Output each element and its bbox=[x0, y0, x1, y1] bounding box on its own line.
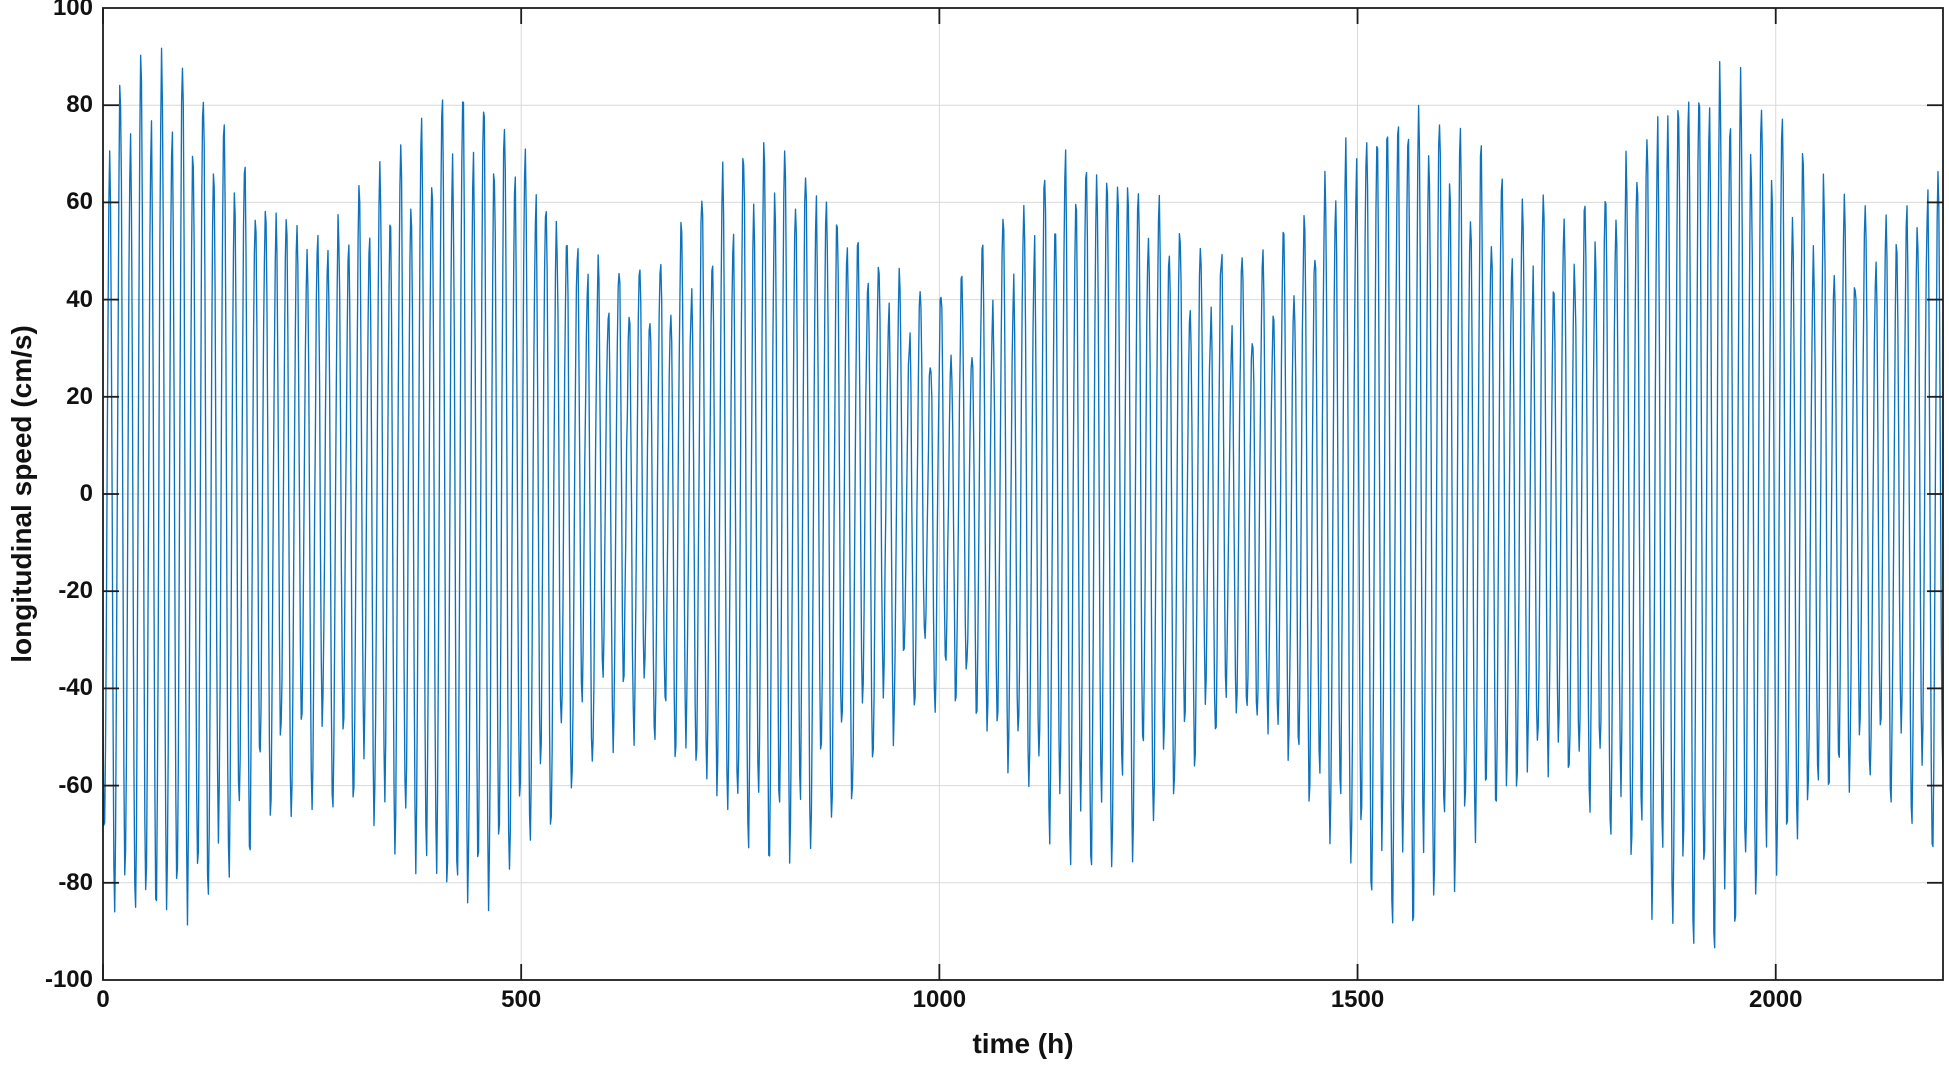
x-tick-label-1500: 1500 bbox=[1330, 986, 1385, 1013]
y-tick-label--60: -60 bbox=[58, 771, 93, 799]
y-tick-label--80: -80 bbox=[58, 868, 93, 896]
x-tick-label-0: 0 bbox=[96, 986, 110, 1013]
y-tick-label-80: 80 bbox=[66, 91, 93, 119]
y-tick-label-0: 0 bbox=[79, 480, 93, 507]
x-tick-label-2000: 2000 bbox=[1749, 986, 1803, 1013]
y-tick-label-60: 60 bbox=[66, 188, 93, 216]
y-tick-label-100: 100 bbox=[52, 0, 93, 21]
y-tick-label--100: -100 bbox=[44, 966, 93, 993]
x-axis-label: time (h) bbox=[972, 1028, 1074, 1059]
x-tick-label-500: 500 bbox=[501, 986, 542, 1013]
y-tick-label-40: 40 bbox=[66, 285, 93, 313]
y-axis-label: longitudinal speed (cm/s) bbox=[6, 325, 37, 663]
y-tick-label--20: -20 bbox=[58, 577, 93, 605]
y-tick-label--40: -40 bbox=[58, 674, 93, 702]
y-tick-label-20: 20 bbox=[66, 382, 93, 410]
x-tick-label-1000: 1000 bbox=[912, 986, 967, 1013]
